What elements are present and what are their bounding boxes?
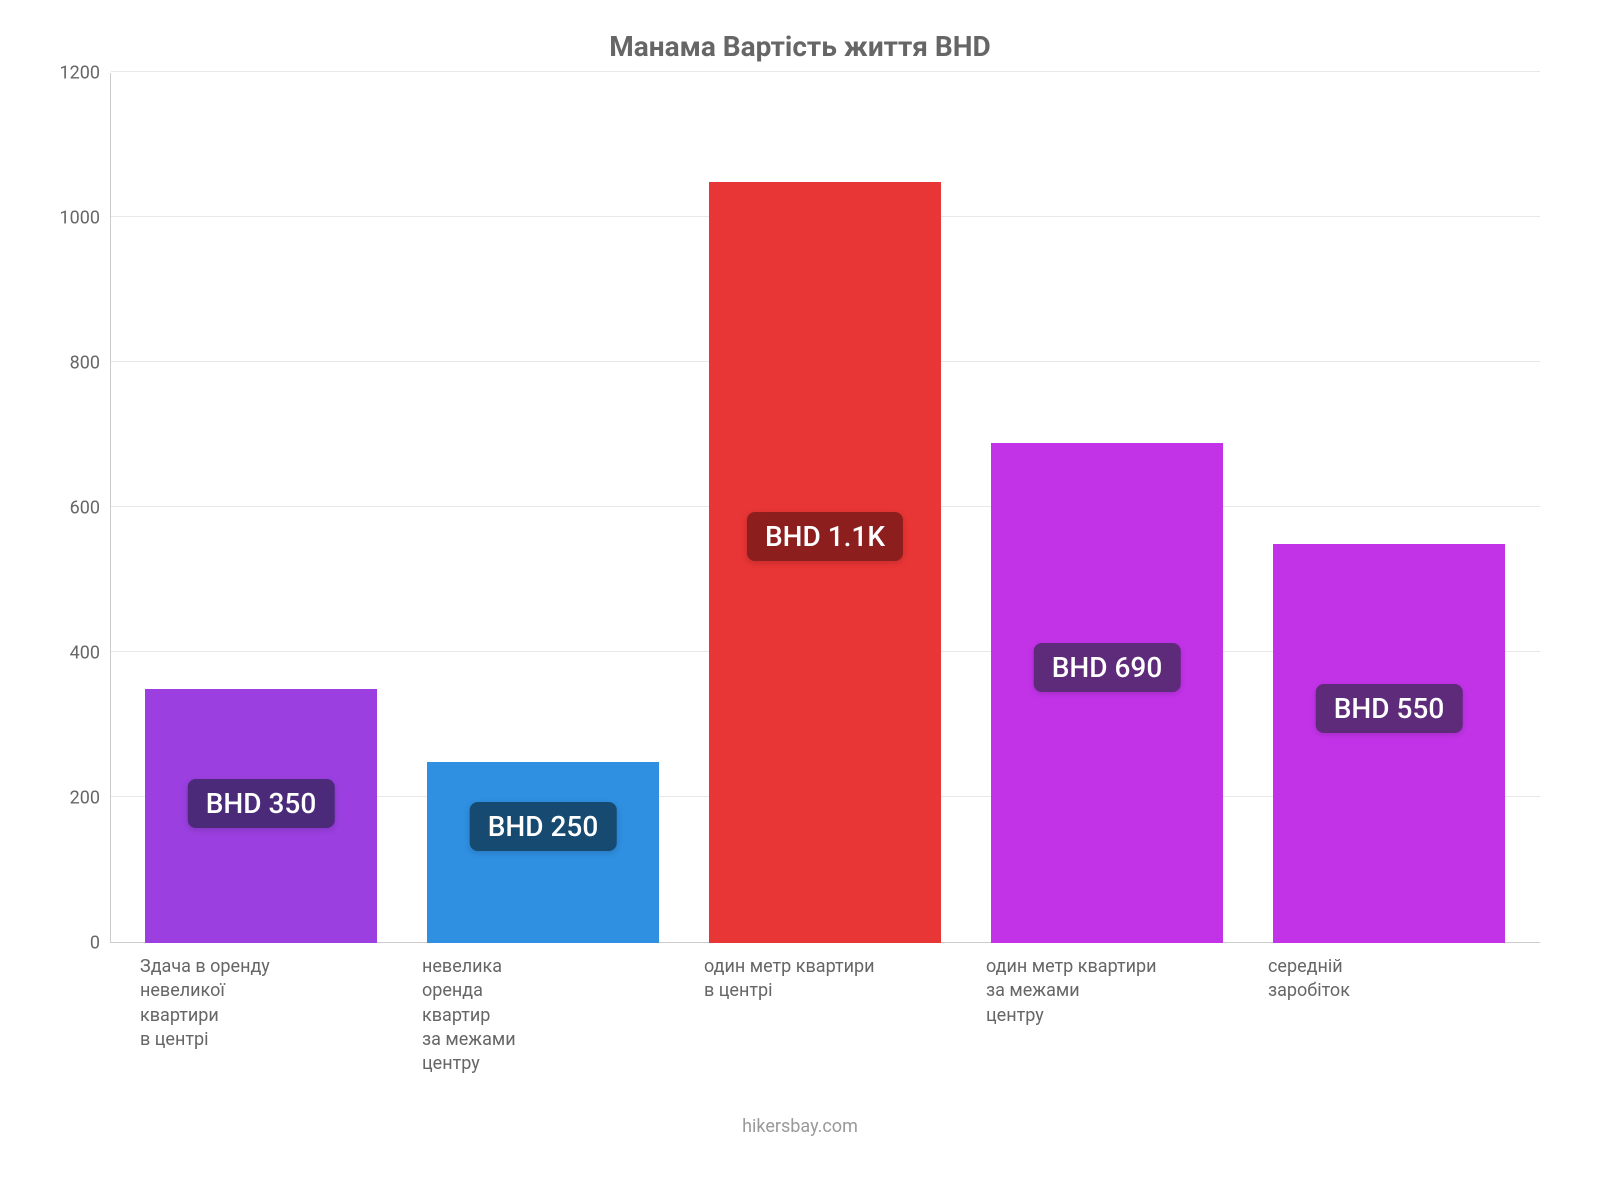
y-tick-label: 200 bbox=[40, 788, 100, 809]
bar: BHD 550 bbox=[1273, 544, 1504, 943]
gridline bbox=[111, 71, 1540, 72]
value-badge: BHD 550 bbox=[1316, 684, 1463, 733]
y-axis: 020040060080010001200 bbox=[40, 73, 100, 943]
bar-slot: BHD 350 bbox=[120, 73, 402, 943]
bars-container: BHD 350 BHD 250 BHD 1.1K BHD 690 BHD 550 bbox=[110, 73, 1540, 943]
bar-slot: BHD 690 bbox=[966, 73, 1248, 943]
value-badge: BHD 350 bbox=[188, 779, 335, 828]
x-axis-label: середнійзаробіток bbox=[1248, 955, 1530, 1076]
chart-container: Манама Вартість життя BHD 0 200 400 600 800 1… bbox=[0, 0, 1600, 1200]
y-tick-label: 1000 bbox=[40, 208, 100, 229]
y-tick-label: 400 bbox=[40, 643, 100, 664]
bar: BHD 1.1K bbox=[709, 182, 940, 943]
credit-text: hikersbay.com bbox=[40, 1116, 1560, 1137]
value-badge: BHD 690 bbox=[1034, 643, 1181, 692]
value-badge: BHD 1.1K bbox=[747, 512, 903, 561]
bar: BHD 250 bbox=[427, 762, 658, 943]
value-badge: BHD 250 bbox=[470, 802, 617, 851]
plot-area: 020040060080010001200 BHD 350BHD 250BHD … bbox=[110, 73, 1540, 943]
x-axis-labels: Здача в орендуневеликоїквартирив центрін… bbox=[110, 943, 1540, 1076]
x-axis-label: один метр квартирив центрі bbox=[684, 955, 966, 1076]
bar: BHD 350 bbox=[145, 689, 376, 943]
x-axis-label: невеликаорендаквартирза межамицентру bbox=[402, 955, 684, 1076]
chart-title: Манама Вартість життя BHD bbox=[40, 30, 1560, 63]
bar-slot: BHD 250 bbox=[402, 73, 684, 943]
bar-slot: BHD 550 bbox=[1248, 73, 1530, 943]
y-tick-label: 800 bbox=[40, 353, 100, 374]
x-axis-label: один метр квартириза межамицентру bbox=[966, 955, 1248, 1076]
x-axis-label: Здача в орендуневеликоїквартирив центрі bbox=[120, 955, 402, 1076]
bar: BHD 690 bbox=[991, 443, 1222, 943]
y-tick-label: 0 bbox=[40, 933, 100, 954]
y-tick-label: 600 bbox=[40, 498, 100, 519]
y-tick-label: 1200 bbox=[40, 63, 100, 84]
bar-slot: BHD 1.1K bbox=[684, 73, 966, 943]
